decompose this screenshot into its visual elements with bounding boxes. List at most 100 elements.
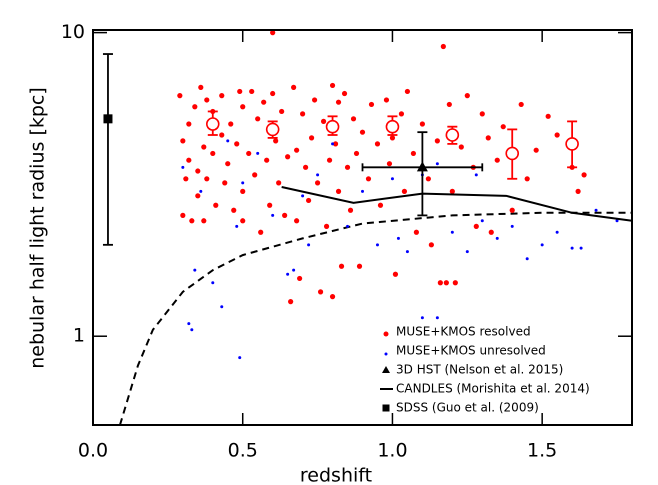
median-marker — [325, 119, 340, 134]
point — [331, 142, 335, 146]
point — [405, 250, 409, 254]
point — [329, 294, 336, 300]
legend-label: MUSE+KMOS unresolved — [396, 344, 546, 358]
point — [510, 224, 514, 228]
point — [479, 111, 485, 117]
point — [350, 116, 357, 122]
point — [238, 356, 242, 360]
point — [524, 176, 530, 182]
legend-swatch — [382, 404, 390, 412]
point — [341, 90, 348, 97]
point — [425, 176, 431, 182]
point — [301, 194, 305, 198]
point — [581, 172, 587, 178]
point — [347, 207, 354, 213]
point — [204, 176, 210, 182]
point — [271, 213, 275, 217]
point — [509, 207, 515, 213]
point — [240, 218, 246, 224]
point — [241, 181, 245, 185]
point — [446, 101, 452, 108]
x-axis-label: redshift — [300, 465, 372, 485]
point — [386, 161, 393, 167]
point — [210, 150, 216, 157]
model-curve — [118, 211, 632, 425]
point — [228, 121, 234, 127]
point — [329, 82, 336, 89]
point — [288, 299, 294, 305]
point — [252, 172, 258, 178]
point — [615, 219, 619, 223]
point — [297, 275, 303, 282]
point — [344, 164, 351, 170]
point — [317, 289, 324, 295]
y-axis-label: nebular half light radius [kpc] — [27, 87, 49, 369]
x-tick-label: 1.5 — [527, 440, 557, 462]
median-marker — [205, 117, 220, 131]
point — [353, 150, 360, 157]
point — [420, 316, 424, 320]
point — [219, 93, 225, 99]
point — [294, 147, 300, 153]
point — [480, 219, 484, 223]
point — [204, 97, 210, 103]
point — [500, 124, 506, 130]
point — [485, 135, 491, 141]
point — [187, 322, 191, 326]
point — [398, 111, 405, 117]
point — [332, 141, 339, 147]
legend-swatch — [384, 352, 388, 356]
point — [246, 150, 252, 157]
point — [495, 236, 499, 240]
point — [308, 135, 315, 141]
point — [383, 97, 390, 103]
point — [474, 173, 478, 177]
point — [311, 97, 318, 103]
point — [374, 141, 381, 147]
point — [303, 164, 309, 170]
point — [335, 188, 342, 194]
point — [540, 243, 544, 247]
point — [279, 108, 285, 115]
legend-label: CANDLES (Morishita et al. 2014) — [396, 382, 590, 396]
point — [183, 176, 189, 182]
point — [458, 144, 464, 150]
point — [201, 144, 207, 150]
point — [375, 243, 379, 247]
point — [533, 147, 539, 153]
point — [545, 113, 551, 119]
point — [579, 246, 583, 250]
point — [240, 188, 246, 194]
point — [555, 230, 559, 234]
point — [450, 230, 454, 234]
plot-frame — [92, 29, 633, 426]
point — [443, 280, 449, 286]
point — [434, 138, 440, 144]
point — [276, 180, 282, 186]
point — [437, 280, 443, 286]
point — [392, 271, 399, 277]
point — [294, 218, 300, 224]
point — [180, 138, 186, 144]
x-tick-label: 0.0 — [78, 440, 108, 462]
point — [195, 193, 201, 199]
point — [335, 99, 342, 105]
point — [255, 116, 261, 122]
point — [452, 280, 458, 286]
point — [291, 84, 297, 90]
point — [396, 236, 400, 240]
point — [359, 129, 366, 135]
point — [273, 138, 279, 144]
point — [219, 132, 225, 138]
point — [570, 246, 574, 250]
point — [401, 188, 408, 194]
point — [307, 243, 311, 247]
point — [193, 268, 197, 272]
point — [326, 157, 333, 163]
legend-label: SDSS (Guo et al. (2009) — [396, 401, 539, 415]
point — [594, 208, 598, 212]
point — [285, 154, 291, 160]
point — [282, 212, 288, 218]
point — [494, 157, 500, 163]
